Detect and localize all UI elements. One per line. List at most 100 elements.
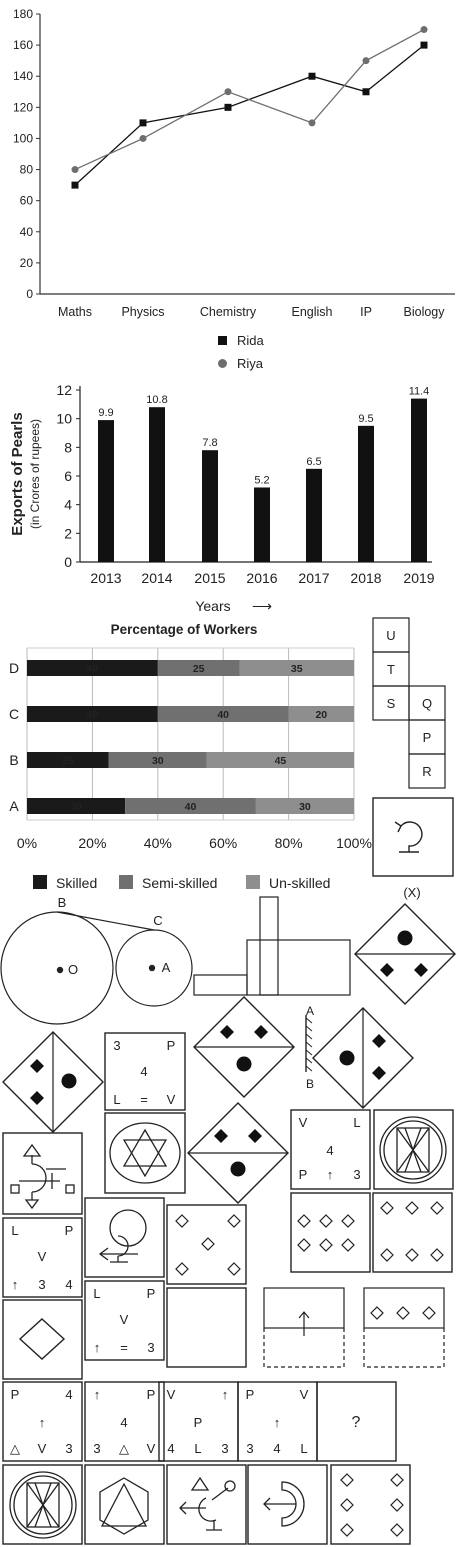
card-symbol: V — [300, 1387, 309, 1402]
filled-diamond — [214, 1129, 228, 1143]
small-diamond — [422, 1306, 436, 1320]
y-tick-label: 10 — [56, 411, 72, 427]
filled-diamond — [220, 1025, 234, 1039]
card-symbol: V — [147, 1441, 156, 1456]
small-diamond — [319, 1214, 333, 1228]
y-tick-label: 80 — [20, 163, 34, 177]
segment-value-label: 25 — [193, 663, 205, 675]
circles-labels: B C O A — [58, 895, 171, 977]
x-tick-label: Physics — [121, 305, 164, 319]
filled-diamond — [248, 1129, 262, 1143]
card-symbol: ↑ — [94, 1387, 101, 1402]
bar — [358, 425, 374, 562]
mirror-label-b: B — [306, 1077, 314, 1091]
x-tick-label: 2014 — [141, 570, 172, 586]
segment-value-label: 40 — [87, 663, 99, 675]
point-label-a: A — [162, 960, 171, 975]
category-label: B — [9, 752, 18, 768]
y-axis-subtitle: (in Crores of rupees) — [28, 419, 42, 529]
answer-figure-hexagon — [99, 1477, 149, 1535]
card-symbol: ↑ — [94, 1340, 101, 1355]
x-tick-label: 40% — [144, 835, 172, 851]
stacked-chart-x-ticks: 0% 20% 40% 60% 80% 100% — [17, 835, 372, 851]
small-diamond — [175, 1214, 189, 1228]
stacked-segment-un-skilled — [206, 752, 354, 768]
answer-figure-semicircle — [263, 1481, 305, 1527]
point-label-c: C — [153, 913, 162, 928]
card-symbol: P — [194, 1415, 203, 1430]
small-diamond — [430, 1201, 444, 1215]
card-symbol: L — [93, 1286, 100, 1301]
bar — [254, 487, 270, 562]
stacked-chart-title: Percentage of Workers — [111, 622, 258, 637]
small-diamond — [227, 1262, 241, 1276]
card-symbol: 3 — [113, 1038, 120, 1053]
answer-figure-arrows — [179, 1476, 236, 1531]
stacked-segment-semi-skilled — [157, 706, 289, 722]
line-chart-y-ticks: 0 20 40 60 80 100 120 140 160 180 — [13, 7, 40, 301]
x-tick-label: 2018 — [350, 570, 381, 586]
data-point-rida — [71, 181, 79, 189]
diamond-outline — [193, 996, 295, 1098]
circle-arrow-figure — [98, 1209, 147, 1263]
diamond-figure — [187, 1102, 289, 1204]
question-mark: ? — [352, 1414, 361, 1431]
small-diamond — [390, 1523, 404, 1537]
small-diamond — [297, 1214, 311, 1228]
net-letter: P — [423, 730, 432, 745]
legend-label-riya: Riya — [237, 356, 264, 371]
filled-diamond — [372, 1034, 386, 1048]
data-point-rida — [362, 88, 370, 96]
x-tick-label: 60% — [209, 835, 237, 851]
bar-chart-y-ticks: 0 2 4 6 8 10 12 — [56, 382, 80, 570]
diamond-outline — [354, 903, 456, 1005]
small-diamond — [341, 1214, 355, 1228]
x-tick-label: 2019 — [403, 570, 434, 586]
bar-chart-y-title: Exports of Pearls (in Crores of rupees) — [9, 412, 42, 535]
small-diamond — [201, 1237, 215, 1251]
card-symbol: 3 — [147, 1340, 154, 1355]
small-diamond — [297, 1238, 311, 1252]
card-symbol: V — [167, 1387, 176, 1402]
y-tick-label: 2 — [64, 525, 72, 541]
x-tick-label: 2013 — [90, 570, 121, 586]
stacked-chart-legend: Skilled Semi-skilled Un-skilled — [33, 875, 330, 891]
bar-value-label: 10.8 — [146, 394, 167, 406]
stacked-segment-un-skilled — [288, 706, 354, 722]
card-symbol: P — [147, 1286, 156, 1301]
small-diamond-patterns — [175, 1201, 444, 1537]
card-symbol: 3 — [353, 1167, 360, 1182]
filled-diamond — [30, 1091, 44, 1105]
x-tick-label: Biology — [404, 305, 446, 319]
y-tick-label: 40 — [20, 225, 34, 239]
small-diamond — [340, 1473, 354, 1487]
legend-label-rida: Rida — [237, 333, 265, 348]
card-symbol: P — [246, 1387, 255, 1402]
legend-label: Semi-skilled — [142, 875, 217, 891]
y-tick-label: 0 — [64, 554, 72, 570]
card-symbol: 3 — [246, 1441, 253, 1456]
card-symbol: ↑ — [39, 1415, 46, 1430]
card-symbol: ↑ — [327, 1167, 334, 1182]
line-chart-legend: Rida Riya — [218, 333, 265, 371]
card-symbol: = — [140, 1092, 148, 1107]
category-label: C — [9, 706, 19, 722]
category-label: A — [9, 798, 19, 814]
card-symbol: 4 — [120, 1415, 127, 1430]
segment-value-label: 25 — [62, 755, 74, 767]
y-tick-label: 60 — [20, 194, 34, 208]
diamond-figure — [312, 1007, 414, 1109]
y-axis-title: Exports of Pearls — [9, 412, 26, 535]
bar — [149, 407, 165, 562]
small-diamond — [396, 1306, 410, 1320]
stacked-segment-skilled — [27, 798, 126, 814]
data-point-riya — [362, 57, 370, 65]
bar-value-label: 6.5 — [306, 456, 321, 468]
rectangles-count-figure — [193, 896, 351, 996]
diamond-figure — [354, 903, 456, 1005]
filled-circle — [236, 1056, 252, 1072]
card-symbol: 4 — [140, 1064, 147, 1079]
line-chart-axes — [39, 14, 455, 295]
stacked-chart-grid — [26, 647, 355, 821]
